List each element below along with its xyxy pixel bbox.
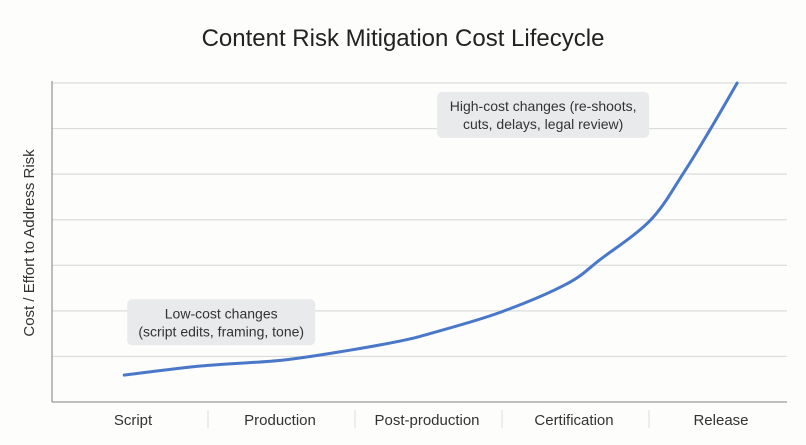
x-tick-label: Release	[693, 412, 748, 429]
annotation-text: High-cost changes (re-shoots,	[450, 98, 637, 114]
x-tick-label: Production	[244, 412, 316, 429]
annotation-box	[127, 299, 316, 346]
annotation-box	[437, 91, 650, 138]
series-line	[122, 81, 739, 377]
annotation-text: (script edits, framing, tone)	[138, 323, 304, 339]
annotation-text: Low-cost changes	[165, 305, 278, 321]
y-axis-label: Cost / Effort to Address Risk	[21, 149, 38, 337]
chart-title: Content Risk Mitigation Cost Lifecycle	[202, 25, 605, 52]
x-tick-label: Certification	[534, 412, 613, 429]
x-tick-label: Script	[114, 412, 153, 429]
annotation-text: cuts, delays, legal review)	[463, 116, 623, 132]
x-tick-label: Post-production	[374, 412, 479, 429]
